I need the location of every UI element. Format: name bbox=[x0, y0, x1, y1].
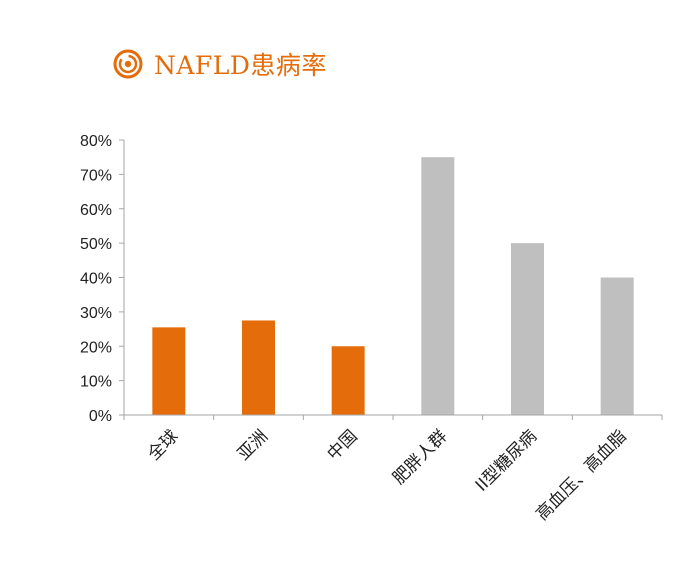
y-tick-label: 70% bbox=[80, 167, 112, 184]
bar bbox=[421, 157, 455, 415]
bar bbox=[331, 346, 365, 415]
bar bbox=[511, 243, 544, 415]
y-tick-label: 50% bbox=[80, 236, 112, 253]
y-tick-label: 40% bbox=[80, 271, 112, 288]
x-tick-label: 全球 bbox=[144, 426, 182, 464]
y-tick-label: 80% bbox=[80, 133, 112, 150]
chart-title-row: NAFLD患病率 bbox=[112, 44, 327, 84]
y-axis: 0% 10% 20% 30% 40% 50% 60% 70% 80% bbox=[80, 133, 125, 425]
chart-title: NAFLD患病率 bbox=[154, 51, 327, 80]
bar bbox=[242, 320, 275, 415]
y-tick-label: 0% bbox=[89, 408, 112, 425]
x-tick-label: 高血压、高血脂 bbox=[532, 426, 630, 524]
bars bbox=[152, 157, 634, 415]
x-tick-label: 亚洲 bbox=[234, 426, 272, 464]
y-tick-label: 10% bbox=[80, 374, 112, 391]
x-tick-label: II型糖尿病 bbox=[472, 426, 541, 495]
swirl-logo-icon bbox=[113, 49, 143, 79]
x-tick-label: 中国 bbox=[324, 426, 362, 464]
x-tick-label: 肥胖人群 bbox=[389, 426, 451, 488]
y-tick-label: 60% bbox=[80, 202, 112, 219]
y-tick-label: 20% bbox=[80, 339, 112, 356]
y-tick-label: 30% bbox=[80, 305, 112, 322]
bar bbox=[600, 277, 634, 415]
bar bbox=[152, 327, 186, 415]
